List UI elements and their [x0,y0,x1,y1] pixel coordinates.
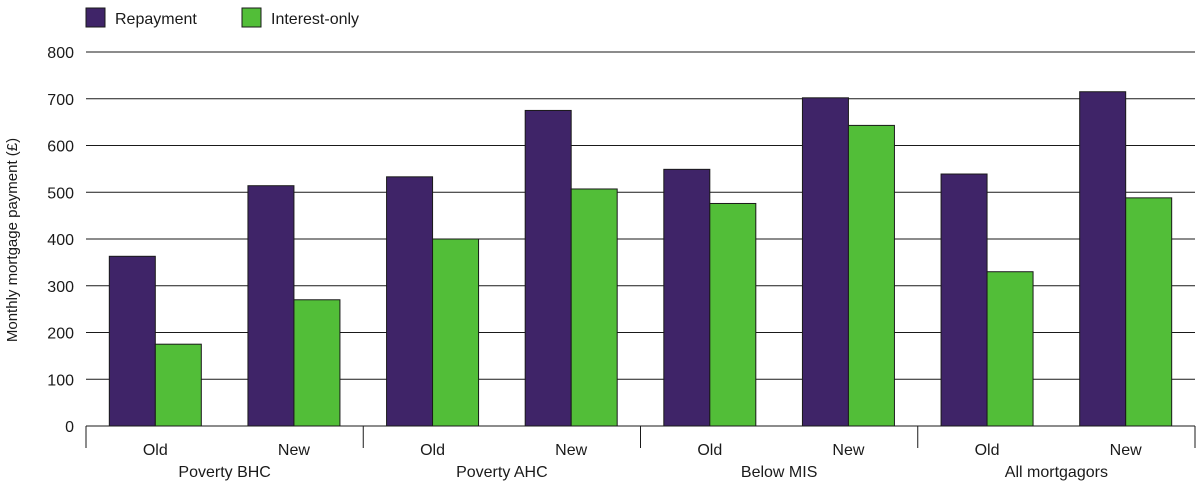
y-tick-label: 600 [47,139,74,156]
x-category-label: New [555,442,587,459]
bar-interest-only-poverty-bhc-old [154,343,202,427]
legend-label: Repayment [115,11,197,28]
x-group-label: Poverty BHC [178,464,270,481]
bar-interest-only-poverty-ahc-new [570,188,618,427]
y-axis-title: Monthly mortgage payment (£) [4,138,21,342]
y-tick-label: 100 [47,372,74,389]
legend: Repayment Interest-only [85,7,359,28]
legend-label: Interest-only [271,11,359,28]
x-category-label: New [1110,442,1142,459]
x-category-label: Old [975,442,1000,459]
x-category-label: Old [420,442,445,459]
bar-repayment-all-mortgagors-new [1079,91,1127,427]
bar-repayment-poverty-bhc-old [108,255,156,427]
bar-interest-only-poverty-bhc-new [293,299,341,427]
y-tick-label: 300 [47,279,74,296]
x-category-label: New [832,442,864,459]
x-group-label: Below MIS [741,464,817,481]
bar-interest-only-below-mis-old [709,202,757,427]
x-axis [85,425,1196,448]
x-group-label: All mortgagors [1005,464,1108,481]
x-category-label: New [278,442,310,459]
bar-interest-only-poverty-ahc-old [432,238,480,427]
bar-repayment-all-mortgagors-old [940,173,988,427]
bar-repayment-below-mis-new [801,97,849,427]
bar-interest-only-all-mortgagors-new [1125,197,1173,427]
y-tick-label: 700 [47,92,74,109]
x-category-label: Old [143,442,168,459]
bar-repayment-poverty-bhc-new [247,185,295,427]
legend-swatch [241,7,262,28]
bar-repayment-poverty-ahc-old [386,176,434,427]
bar-interest-only-below-mis-new [847,124,895,427]
y-tick-label: 800 [47,45,74,62]
y-tick-label: 200 [47,326,74,343]
y-tick-label: 400 [47,232,74,249]
x-axis-labels: Old New Old New Old New Old New Poverty BHC Pover… [143,442,1142,481]
bar-repayment-poverty-ahc-new [524,109,572,427]
y-tick-label: 500 [47,185,74,202]
x-category-label: Old [697,442,722,459]
bar-repayment-below-mis-old [663,168,711,427]
y-tick-label: 0 [65,419,74,436]
bars [108,91,1173,427]
y-axis-ticks: 0 100 200 300 400 500 600 700 800 [47,45,74,436]
bar-interest-only-all-mortgagors-old [986,271,1034,427]
legend-swatch [85,7,106,28]
x-group-label: Poverty AHC [456,464,548,481]
